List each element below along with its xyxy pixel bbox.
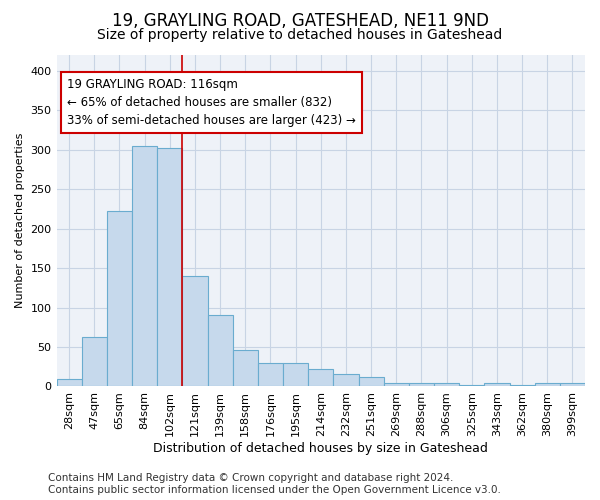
Text: Contains HM Land Registry data © Crown copyright and database right 2024.
Contai: Contains HM Land Registry data © Crown c… (48, 474, 501, 495)
X-axis label: Distribution of detached houses by size in Gateshead: Distribution of detached houses by size … (154, 442, 488, 455)
Bar (233, 350, 258, 387)
Text: Size of property relative to detached houses in Gateshead: Size of property relative to detached ho… (97, 28, 503, 42)
Bar (157, 148, 182, 386)
Y-axis label: Number of detached properties: Number of detached properties (15, 133, 25, 308)
Bar (283, 363, 308, 386)
Bar (258, 363, 283, 386)
Bar (334, 374, 359, 386)
Bar (82, 336, 107, 386)
Bar (182, 276, 208, 386)
Bar (459, 385, 484, 386)
Bar (535, 384, 560, 386)
Bar (434, 384, 459, 386)
Bar (484, 384, 509, 386)
Text: 19, GRAYLING ROAD, GATESHEAD, NE11 9ND: 19, GRAYLING ROAD, GATESHEAD, NE11 9ND (112, 12, 488, 30)
Bar (107, 212, 132, 386)
Bar (308, 369, 334, 386)
Text: 19 GRAYLING ROAD: 116sqm
← 65% of detached houses are smaller (832)
33% of semi-: 19 GRAYLING ROAD: 116sqm ← 65% of detach… (67, 78, 356, 127)
Bar (509, 385, 535, 386)
Bar (409, 382, 434, 386)
Bar (208, 316, 233, 386)
Bar (359, 377, 383, 386)
Bar (132, 146, 157, 386)
Bar (56, 380, 82, 386)
Bar (383, 384, 409, 386)
Bar (560, 384, 585, 386)
